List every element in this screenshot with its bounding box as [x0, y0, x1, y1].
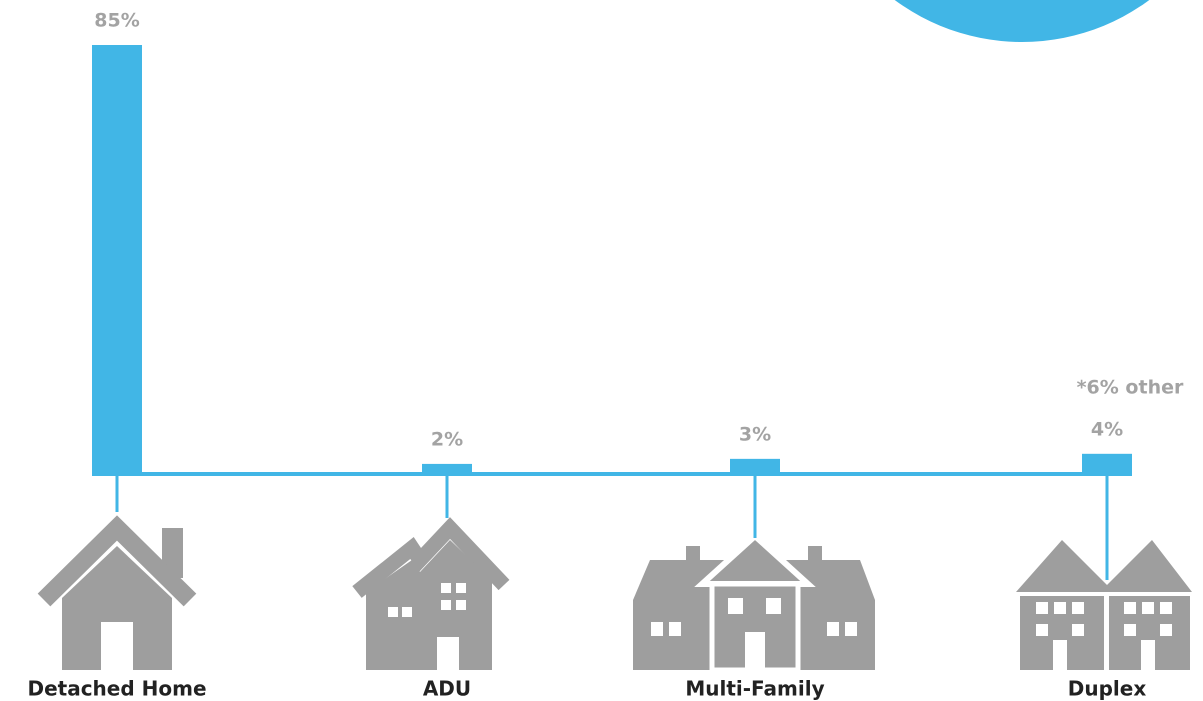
bar	[730, 458, 780, 474]
icon-duplex	[1016, 540, 1192, 670]
icon-detached-home	[37, 515, 197, 670]
category-label: Duplex	[1068, 677, 1147, 701]
bar	[92, 45, 142, 474]
decor-circle	[894, 0, 1150, 42]
value-label: 4%	[1091, 418, 1123, 440]
value-label: 2%	[431, 428, 463, 450]
category-label: Multi-Family	[685, 677, 824, 701]
value-label: 85%	[94, 10, 139, 32]
value-label: 3%	[739, 423, 771, 445]
bar	[422, 463, 472, 474]
bar	[1082, 453, 1132, 474]
icon-adu	[352, 517, 510, 670]
category-label: Detached Home	[27, 677, 206, 701]
annotation: *6% other	[1077, 377, 1184, 399]
icon-multi-family	[633, 531, 875, 673]
category-label: ADU	[423, 677, 471, 701]
baseline	[92, 472, 1132, 476]
